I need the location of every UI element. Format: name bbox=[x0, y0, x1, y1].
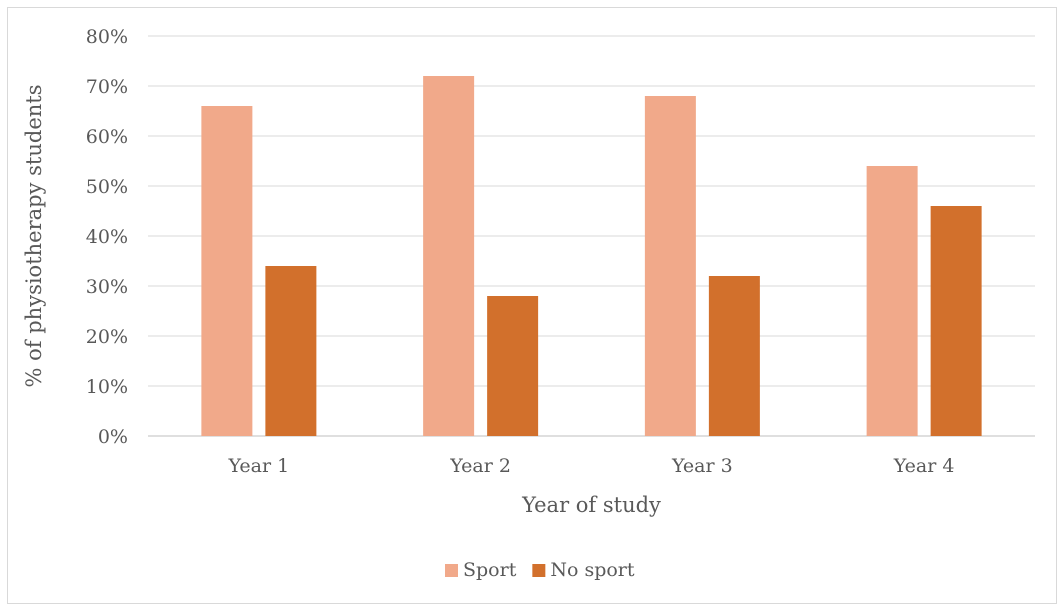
bar-sport bbox=[201, 106, 253, 436]
bar-sport bbox=[423, 76, 475, 436]
x-tick-label: Year 1 bbox=[228, 455, 290, 477]
y-tick-label: 60% bbox=[86, 126, 128, 148]
chart-frame bbox=[7, 7, 1057, 604]
x-axis-title: Year of study bbox=[521, 493, 661, 517]
bar-sport bbox=[644, 96, 696, 436]
legend-label: Sport bbox=[463, 559, 517, 581]
legend-label: No sport bbox=[550, 559, 635, 581]
y-tick-label: 20% bbox=[86, 326, 128, 348]
y-tick-label: 80% bbox=[86, 26, 128, 48]
bar-no-sport bbox=[708, 276, 760, 436]
bar-no-sport bbox=[487, 296, 539, 436]
y-tick-label: 50% bbox=[86, 176, 128, 198]
legend-swatch bbox=[445, 564, 458, 577]
y-tick-label: 10% bbox=[86, 376, 128, 398]
bar-no-sport bbox=[265, 266, 317, 436]
y-tick-label: 30% bbox=[86, 276, 128, 298]
bars bbox=[201, 76, 982, 436]
x-tick-label: Year 4 bbox=[893, 455, 955, 477]
y-tick-label: 70% bbox=[86, 76, 128, 98]
legend: Sport No sport bbox=[445, 559, 635, 581]
x-tick-label: Year 3 bbox=[671, 455, 733, 477]
x-tick-label: Year 2 bbox=[449, 455, 511, 477]
y-tick-label: 0% bbox=[98, 426, 128, 448]
legend-swatch bbox=[532, 564, 546, 577]
y-axis-ticks: 0% 10% 20% 30% 40% 50% 60% 70% 80% bbox=[86, 26, 128, 448]
bar-sport bbox=[866, 166, 918, 436]
y-axis-title: % of physiotherapy students bbox=[22, 85, 46, 388]
x-axis-ticks: Year 1 Year 2 Year 3 Year 4 bbox=[228, 455, 955, 477]
bar-no-sport bbox=[930, 206, 982, 436]
y-tick-label: 40% bbox=[86, 226, 128, 248]
